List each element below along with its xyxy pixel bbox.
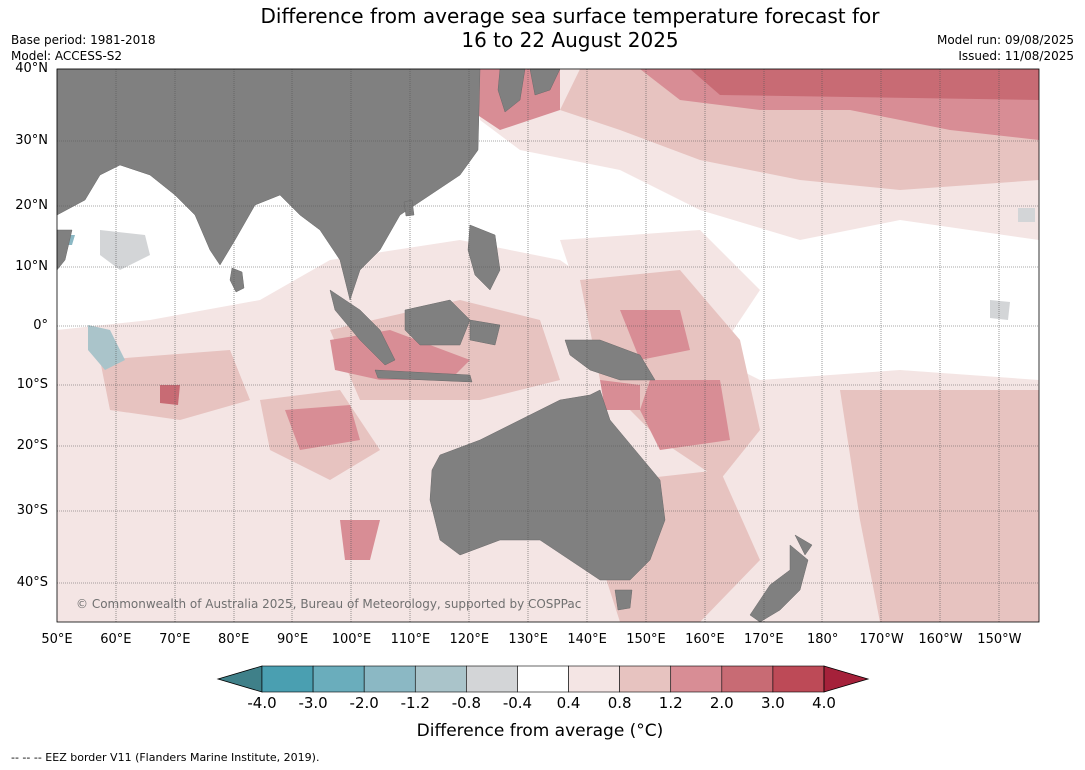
colorbar-swatch [466,665,518,693]
colorbar-tick: 4.0 [812,694,836,712]
lat-label: 0° [33,318,48,333]
colorbar-swatch [414,665,467,693]
lon-label: 80°E [218,632,250,647]
model-run: Model run: 09/08/2025 [936,33,1074,47]
lon-label: 120°E [449,632,490,647]
colorbar-swatch [312,665,365,693]
colorbar-swatch [568,665,620,693]
colorbar-tick: 0.4 [556,694,581,712]
base-period: Base period: 1981-2018 [11,33,156,47]
colorbar-swatch [670,665,723,693]
graticule [57,69,1039,622]
lat-label: 30°S [16,503,48,518]
lon-label: 130°E [508,632,548,647]
colorbar-tick: -3.0 [298,694,328,712]
model-name: Model: ACCESS-S2 [11,49,123,63]
lon-label: 110°E [390,632,431,647]
lat-label: 10°N [15,259,48,274]
meta-right: Model run: 09/08/2025 Issued: 11/08/2025 [937,32,1074,64]
map-border [56,68,1040,623]
sst-anomaly-fields [57,69,1039,622]
lon-label: 160°E [685,632,725,647]
lat-label: 40°N [15,61,48,76]
colorbar-max-arrow [823,665,870,693]
lat-label: 20°N [15,198,48,213]
lon-label: 160°W [918,632,963,647]
lat-label: 30°N [15,133,48,148]
lon-label: 170°E [744,632,784,647]
lon-label: 50°E [41,632,73,647]
lat-label: 10°S [16,377,48,392]
colorbar-tick: -1.2 [400,694,430,712]
copyright-notice: © Commonwealth of Australia 2025, Bureau… [76,597,582,611]
lon-label: 140°E [567,632,607,647]
colorbar-tick: 1.2 [658,694,683,712]
colorbar-swatch [363,665,416,693]
colorbar-tick: -2.0 [349,694,379,712]
lon-label: 70°E [159,632,191,647]
colorbar-title: Difference from average (°C) [416,721,664,741]
title-line-1: Difference from average sea surface temp… [260,4,880,28]
eez-legend: -- -- -- EEZ border V11 (Flanders Marine… [11,751,320,764]
colorbar-tick: -4.0 [247,694,277,712]
lon-label: 150°W [977,632,1022,647]
colorbar-tick: 3.0 [760,694,785,712]
lon-label: 60°E [100,632,132,647]
lat-label: 20°S [16,438,48,453]
colorbar-tick: -0.8 [451,694,481,712]
lon-label: 90°E [276,632,309,647]
map-title: Difference from average sea surface temp… [200,4,940,52]
lon-label: 180° [807,632,839,647]
colorbar-tick: -0.4 [502,694,533,712]
colorbar-tick: 2.0 [709,694,734,712]
title-line-2: 16 to 22 August 2025 [461,28,679,52]
colorbar-swatch [619,665,672,693]
colorbar-swatch [772,665,825,693]
meta-left: Base period: 1981-2018 Model: ACCESS-S2 [11,32,156,64]
colorbar-swatch [261,665,314,693]
lat-label: 40°S [16,575,48,590]
lon-label: 150°E [626,632,666,647]
lon-label: 100°E [331,632,372,647]
colorbar-swatch [721,665,774,693]
colorbar-tick: 0.8 [607,694,632,712]
colorbar-min-arrow [216,665,263,693]
issued-date: Issued: 11/08/2025 [958,49,1074,63]
lon-label: 170°W [859,632,904,647]
colorbar-swatch [517,665,569,693]
colorbar [216,665,870,693]
